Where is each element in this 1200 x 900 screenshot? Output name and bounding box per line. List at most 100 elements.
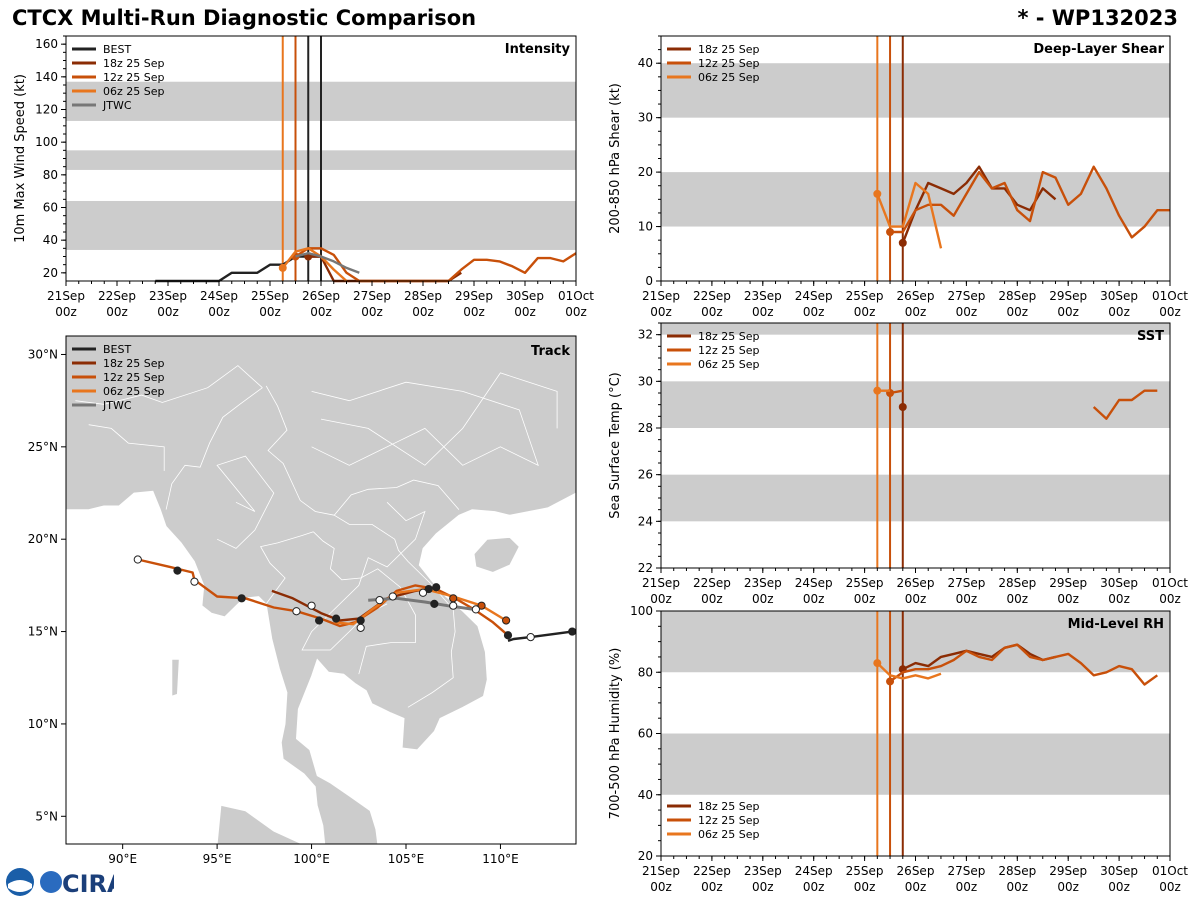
admin-border-line bbox=[216, 455, 275, 549]
rh-xtick-hour: 00z bbox=[1159, 880, 1181, 894]
intensity-ytick-label: 40 bbox=[43, 233, 58, 247]
intensity-xtick-hour: 00z bbox=[208, 305, 230, 319]
rh-xtick-date: 30Sep bbox=[1100, 864, 1138, 878]
sumatra-landmass bbox=[216, 804, 303, 844]
intensity-xtick-hour: 00z bbox=[361, 305, 383, 319]
sst-ytick-label: 26 bbox=[638, 468, 653, 482]
sst-xtick-hour: 00z bbox=[1108, 592, 1130, 606]
shear-xtick-hour: 00z bbox=[650, 305, 672, 319]
intensity-series-12z bbox=[294, 247, 577, 283]
intensity-panel: 20 40 60 80 100 120 140 160 21Sep 00z 22Sep 00z 23Se… bbox=[13, 35, 594, 319]
sst-start-point-18z bbox=[898, 403, 907, 411]
rh-series-18z bbox=[902, 643, 1056, 671]
admin-border-line bbox=[259, 531, 314, 605]
rh-ytick-label: 100 bbox=[630, 604, 653, 618]
intensity-xtick-hour: 00z bbox=[55, 305, 77, 319]
track-position-marker-12z bbox=[133, 555, 142, 564]
legend-label-18z: 18z 25 Sep bbox=[103, 57, 165, 70]
legend-label-jtwc: JTWC bbox=[102, 99, 132, 112]
shear-start-point-12z bbox=[886, 228, 895, 236]
track-position-marker-12z bbox=[424, 584, 433, 594]
legend-label-12z: 12z 25 Sep bbox=[103, 71, 165, 84]
track-position-marker-12z bbox=[173, 566, 182, 575]
track-position-marker-jtwc bbox=[356, 623, 365, 632]
shear-panel-title: Deep-Layer Shear bbox=[1033, 42, 1164, 57]
sst-xtick-hour: 00z bbox=[905, 592, 927, 606]
sst-xtick-date: 29Sep bbox=[1049, 576, 1087, 590]
sst-xtick-hour: 00z bbox=[1159, 592, 1181, 606]
rh-band bbox=[661, 733, 1170, 795]
legend-label-12z: 12z 25 Sep bbox=[698, 814, 760, 827]
intensity-ytick-label: 100 bbox=[35, 135, 58, 149]
track-map bbox=[66, 336, 576, 844]
rh-xtick-date: 22Sep bbox=[693, 864, 731, 878]
track-position-marker-12z bbox=[190, 577, 199, 586]
track-position-marker-06z bbox=[477, 601, 486, 610]
sst-xtick-date: 27Sep bbox=[947, 576, 985, 590]
shear-ytick-label: 40 bbox=[638, 56, 653, 70]
shear-ylabel: 200-850 hPa Shear (kt) bbox=[608, 83, 623, 234]
shear-panel: 0 10 20 30 40 21Sep 00z 22Sep 00z 23Sep 00z 24Sep 00… bbox=[608, 35, 1188, 319]
legend-label-18z: 18z 25 Sep bbox=[698, 43, 760, 56]
sst-xtick-hour: 00z bbox=[803, 592, 825, 606]
shear-ytick-label: 10 bbox=[638, 220, 653, 234]
track-position-marker-12z bbox=[237, 594, 246, 603]
shear-xtick-date: 29Sep bbox=[1049, 289, 1087, 303]
mainland-landmass bbox=[66, 336, 576, 844]
intensity-ytick-label: 60 bbox=[43, 201, 58, 215]
track-line-06z bbox=[334, 587, 507, 626]
sst-band bbox=[661, 474, 1170, 522]
rh-start-point-06z bbox=[873, 659, 882, 668]
intensity-xtick-date: 29Sep bbox=[455, 289, 493, 303]
globe-icon bbox=[40, 871, 62, 893]
sst-ytick-label: 24 bbox=[638, 514, 653, 528]
track-position-marker-jtwc bbox=[430, 599, 439, 608]
shear-start-point-06z bbox=[873, 189, 882, 198]
rh-xtick-hour: 00z bbox=[1057, 880, 1079, 894]
sst-band bbox=[661, 381, 1170, 428]
intensity-xtick-hour: 00z bbox=[412, 305, 434, 319]
intensity-xtick-date: 28Sep bbox=[404, 289, 442, 303]
intensity-xtick-hour: 00z bbox=[106, 305, 128, 319]
track-panel-title: Track bbox=[531, 344, 570, 359]
intensity-xtick-date: 27Sep bbox=[353, 289, 391, 303]
track-ytick-label: 15°N bbox=[28, 625, 58, 639]
track-position-marker-jtwc bbox=[449, 601, 458, 610]
rh-xtick-hour: 00z bbox=[803, 880, 825, 894]
track-xtick-label: 110°E bbox=[482, 852, 519, 866]
intensity-ytick-label: 160 bbox=[35, 37, 58, 51]
intensity-xtick-hour: 00z bbox=[310, 305, 332, 319]
shear-ytick-label: 30 bbox=[638, 111, 653, 125]
intensity-xtick-hour: 00z bbox=[565, 305, 587, 319]
rh-xtick-hour: 00z bbox=[752, 880, 774, 894]
admin-border-line bbox=[75, 365, 263, 405]
shear-xtick-hour: 00z bbox=[1057, 305, 1079, 319]
sst-series-12z bbox=[1092, 389, 1158, 420]
shear-xtick-date: 25Sep bbox=[846, 289, 884, 303]
shear-xtick-date: 26Sep bbox=[897, 289, 935, 303]
sst-xtick-hour: 00z bbox=[854, 592, 876, 606]
shear-start-point-18z bbox=[898, 238, 907, 247]
track-position-marker-06z bbox=[315, 616, 324, 625]
legend-label-best: BEST bbox=[103, 343, 131, 356]
admin-border-line bbox=[313, 531, 416, 675]
track-position-marker-12z bbox=[418, 588, 428, 597]
admin-border-line bbox=[165, 387, 263, 510]
intensity-xtick-date: 30Sep bbox=[506, 289, 544, 303]
sst-xtick-date: 22Sep bbox=[693, 576, 731, 590]
track-position-marker-jtwc bbox=[375, 596, 384, 605]
track-position-marker-best bbox=[503, 631, 513, 640]
rh-xtick-hour: 00z bbox=[1007, 880, 1029, 894]
track-position-marker-12z bbox=[332, 614, 341, 623]
intensity-xtick-hour: 00z bbox=[463, 305, 485, 319]
sst-xtick-hour: 00z bbox=[650, 592, 672, 606]
rh-series-12z bbox=[889, 643, 1159, 686]
sst-xtick-hour: 00z bbox=[1057, 592, 1079, 606]
shear-xtick-hour: 00z bbox=[752, 305, 774, 319]
sst-xtick-hour: 00z bbox=[701, 592, 723, 606]
shear-xtick-date: 23Sep bbox=[744, 289, 782, 303]
track-frame bbox=[65, 335, 577, 845]
page-title: CTCX Multi-Run Diagnostic Comparison bbox=[12, 6, 477, 30]
shear-xtick-date: 24Sep bbox=[795, 289, 833, 303]
